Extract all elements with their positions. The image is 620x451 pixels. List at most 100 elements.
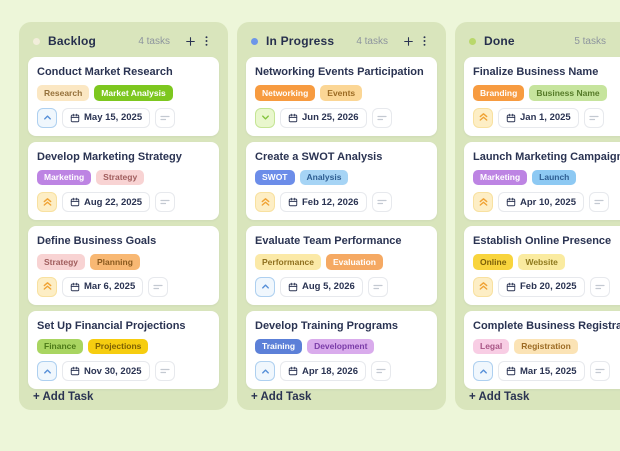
tag: Strategy	[96, 170, 144, 186]
priority-high-button[interactable]	[473, 192, 493, 212]
notes-button[interactable]	[584, 108, 604, 128]
tag: Launch	[532, 170, 576, 186]
notes-button[interactable]	[590, 277, 610, 297]
priority-medium-button[interactable]	[255, 361, 275, 381]
task-card[interactable]: Develop Marketing Strategy MarketingStra…	[28, 142, 219, 221]
task-card[interactable]: Conduct Market Research ResearchMarket A…	[28, 57, 219, 136]
column-title: Backlog	[48, 34, 96, 48]
due-date-chip[interactable]: Nov 30, 2025	[62, 361, 150, 381]
column-backlog: Backlog 4 tasks Conduct Market Research …	[19, 22, 228, 410]
due-date-chip[interactable]: Jan 1, 2025	[498, 108, 579, 128]
priority-medium-button[interactable]	[37, 361, 57, 381]
due-date-chip[interactable]: Mar 15, 2025	[498, 361, 585, 381]
add-task-button[interactable]: + Add Task	[28, 389, 219, 410]
notes-icon	[594, 365, 606, 377]
tag: Registration	[514, 339, 578, 355]
due-date-text: Apr 10, 2025	[520, 197, 576, 208]
calendar-icon	[288, 366, 298, 376]
priority-medium-button[interactable]	[37, 108, 57, 128]
add-task-button[interactable]: + Add Task	[246, 389, 437, 410]
notes-icon	[593, 196, 605, 208]
priority-high-button[interactable]	[255, 192, 275, 212]
tag: SWOT	[255, 170, 295, 186]
priority-medium-button[interactable]	[255, 277, 275, 297]
notes-button[interactable]	[372, 192, 392, 212]
tag: Performance	[255, 254, 321, 270]
column-menu-button[interactable]	[416, 32, 432, 50]
kanban-board: Backlog 4 tasks Conduct Market Research …	[0, 0, 620, 410]
column-task-count: 4 tasks	[356, 36, 388, 47]
task-card[interactable]: Set Up Financial Projections FinanceProj…	[28, 311, 219, 390]
add-task-button[interactable]: + Add Task	[464, 389, 620, 410]
plus-icon	[402, 35, 415, 48]
notes-button[interactable]	[155, 192, 175, 212]
column-title: Done	[484, 34, 515, 48]
priority-high-button[interactable]	[37, 192, 57, 212]
due-date-text: Feb 20, 2025	[520, 281, 577, 292]
tag-list: Networking Events	[255, 85, 428, 101]
task-title: Networking Events Participation	[255, 66, 428, 79]
chevron-up-icon	[42, 112, 53, 123]
notes-button[interactable]	[155, 108, 175, 128]
kebab-menu-icon	[200, 34, 213, 48]
task-card[interactable]: Develop Training Programs TrainingDevelo…	[246, 311, 437, 390]
notes-button[interactable]	[155, 361, 175, 381]
notes-button[interactable]	[148, 277, 168, 297]
notes-button[interactable]	[589, 192, 609, 212]
chevron-up-icon	[478, 366, 489, 377]
tag-list: MarketingStrategy	[37, 170, 210, 186]
task-card[interactable]: Create a SWOT Analysis SWOTAnalysis Feb …	[246, 142, 437, 221]
tag: Development	[307, 339, 374, 355]
chevrons-up-icon	[42, 197, 53, 208]
add-card-button[interactable]	[400, 32, 416, 50]
task-card[interactable]: Finalize Business Name BrandingBusiness …	[464, 57, 620, 136]
task-card[interactable]: Define Business Goals StrategyPlanning M…	[28, 226, 219, 305]
tag-list: SWOTAnalysis	[255, 170, 428, 186]
due-date-chip[interactable]: Jun 25, 2026	[280, 108, 367, 128]
column-status-dot	[469, 38, 476, 45]
card-footer: Aug 5, 2026	[255, 277, 428, 297]
card-footer: May 15, 2025	[37, 108, 210, 128]
column-header: Done 5 tasks	[464, 27, 620, 55]
tag: Networking	[255, 85, 315, 101]
priority-high-button[interactable]	[37, 277, 57, 297]
column-menu-button[interactable]	[198, 32, 214, 50]
task-card[interactable]: Networking Events Participation Networki…	[246, 57, 437, 136]
card-footer: Feb 20, 2025	[473, 277, 620, 297]
notes-icon	[159, 112, 171, 124]
tag: Events	[320, 85, 362, 101]
priority-low-button[interactable]	[255, 108, 275, 128]
task-card[interactable]: Complete Business Registration LegalRegi…	[464, 311, 620, 390]
notes-button[interactable]	[368, 277, 388, 297]
tag: Training	[255, 339, 302, 355]
notes-button[interactable]	[372, 108, 392, 128]
priority-medium-button[interactable]	[473, 361, 493, 381]
due-date-chip[interactable]: Feb 12, 2026	[280, 192, 367, 212]
due-date-chip[interactable]: Aug 22, 2025	[62, 192, 150, 212]
chevron-down-icon	[260, 112, 271, 123]
due-date-chip[interactable]: Aug 5, 2026	[280, 277, 363, 297]
due-date-chip[interactable]: May 15, 2025	[62, 108, 150, 128]
due-date-chip[interactable]: Apr 10, 2025	[498, 192, 584, 212]
calendar-icon	[506, 366, 516, 376]
tag: Finance	[37, 339, 83, 355]
task-title: Conduct Market Research	[37, 66, 210, 79]
due-date-chip[interactable]: Mar 6, 2025	[62, 277, 143, 297]
task-card[interactable]: Evaluate Team Performance PerformanceEva…	[246, 226, 437, 305]
calendar-icon	[288, 113, 298, 123]
notes-button[interactable]	[371, 361, 391, 381]
due-date-text: Feb 12, 2026	[302, 197, 359, 208]
task-card[interactable]: Launch Marketing Campaign MarketingLaunc…	[464, 142, 620, 221]
priority-high-button[interactable]	[473, 108, 493, 128]
due-date-chip[interactable]: Feb 20, 2025	[498, 277, 585, 297]
card-footer: Feb 12, 2026	[255, 192, 428, 212]
notes-button[interactable]	[590, 361, 610, 381]
due-date-chip[interactable]: Apr 18, 2026	[280, 361, 366, 381]
task-card[interactable]: Establish Online Presence OnlineWebsite …	[464, 226, 620, 305]
due-date-text: Aug 5, 2026	[302, 281, 355, 292]
tag: Evaluation	[326, 254, 383, 270]
card-footer: Apr 18, 2026	[255, 361, 428, 381]
priority-high-button[interactable]	[473, 277, 493, 297]
add-card-button[interactable]	[182, 32, 198, 50]
tag-list: StrategyPlanning	[37, 254, 210, 270]
